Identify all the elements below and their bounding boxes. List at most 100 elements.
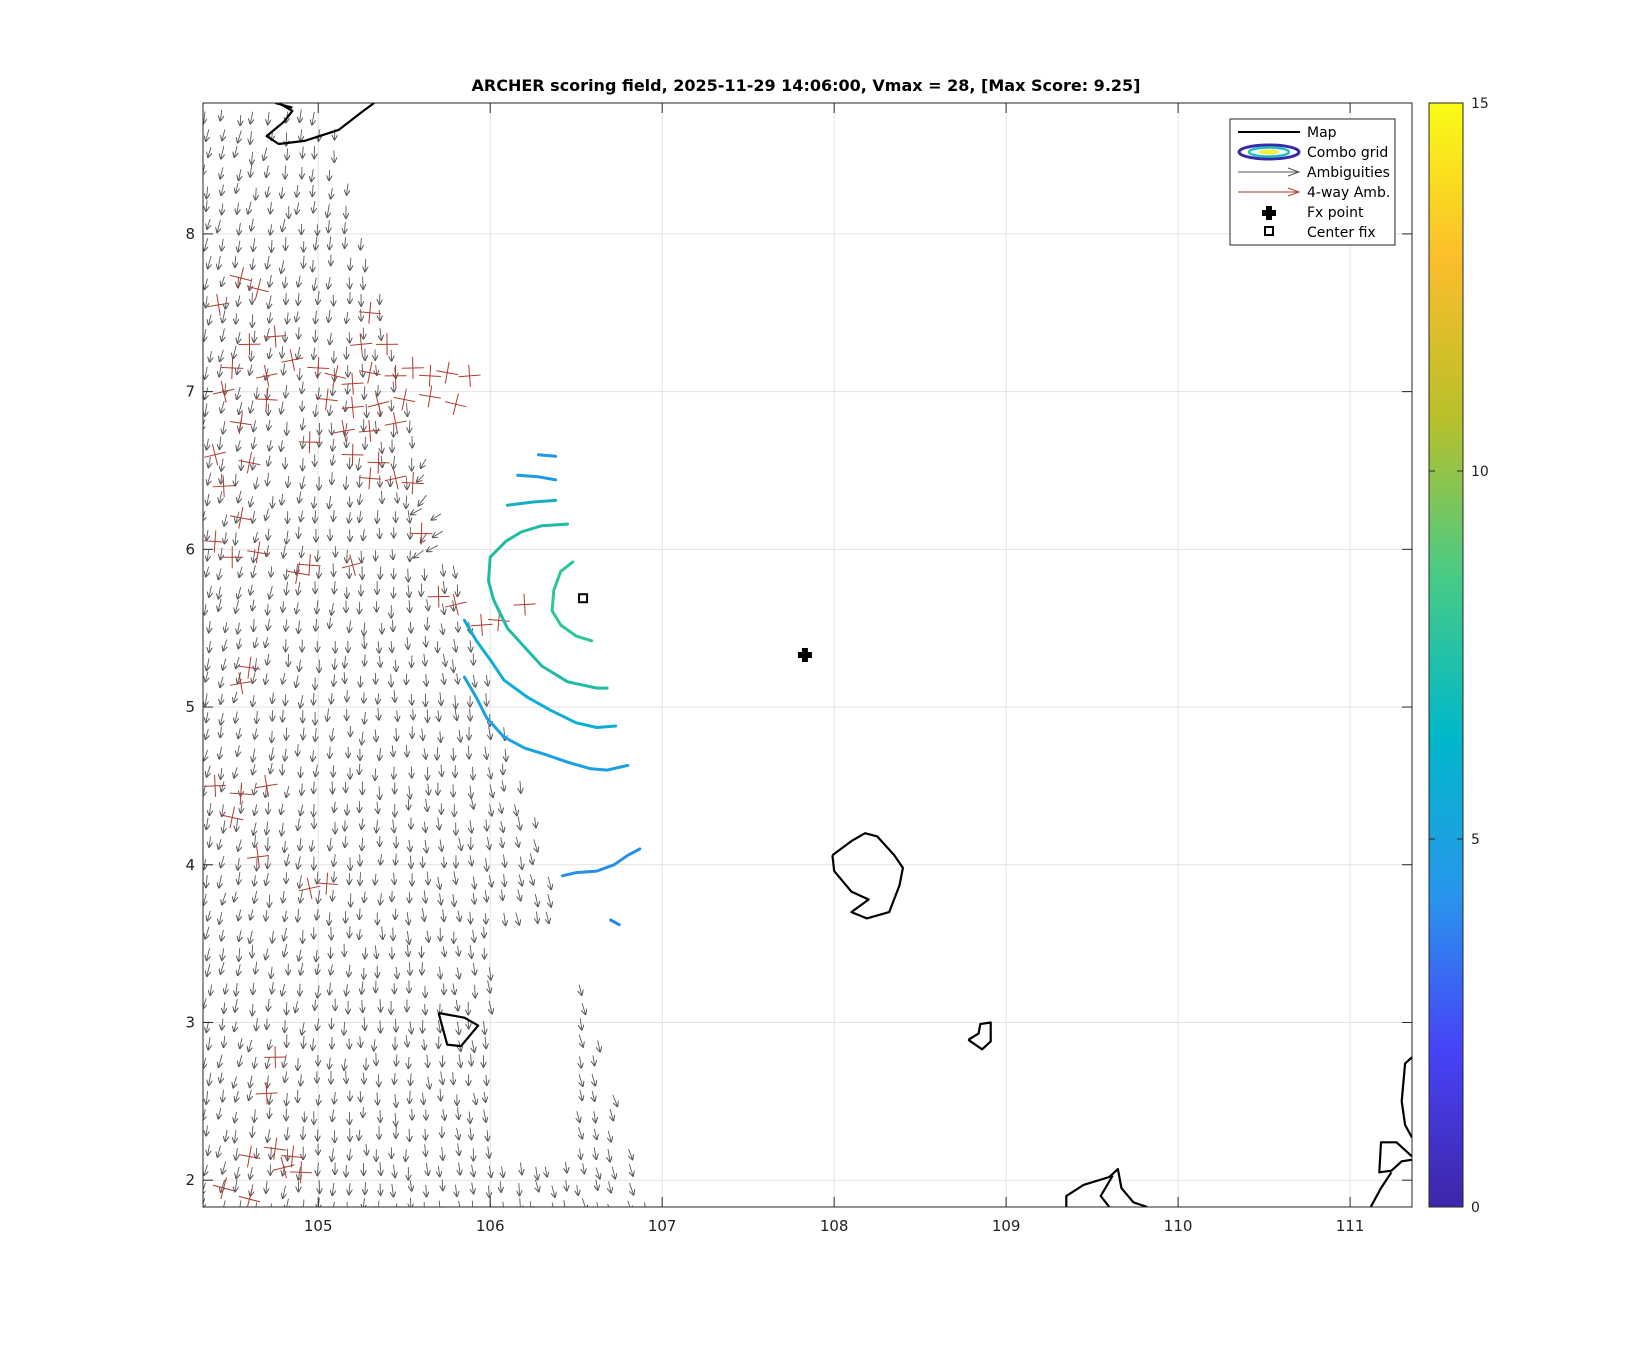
ambiguity-arrow [424,1039,425,1049]
ambiguity-arrow [315,329,316,342]
ambiguity-arrow [317,550,318,561]
four-way-cross-v [289,349,296,371]
ambiguity-arrow [299,949,301,961]
ambiguity-arrow [302,1022,304,1034]
ambiguity-arrow [207,910,210,921]
ambiguity-arrow [334,581,335,593]
ambiguity-arrow [374,1039,375,1050]
ambiguity-arrow [346,1201,348,1207]
ambiguity-arrow [254,782,257,795]
ambiguity-arrow [268,998,269,1011]
x-tick-label: 111 [1336,1217,1365,1235]
ambiguity-arrow [238,490,241,503]
ambiguity-arrow [272,730,273,742]
ambiguity-arrow [217,219,220,233]
ambiguity-arrow [206,438,208,450]
ambiguity-arrow [391,641,392,652]
ambiguity-arrow [314,496,316,507]
ambiguity-arrow [218,255,220,269]
four-way-cross-v [325,388,329,411]
ambiguity-arrow [421,458,427,468]
ambiguity-arrow [236,182,238,193]
ambiguity-arrow [473,893,474,903]
ambiguity-arrow [563,1200,566,1207]
ambiguity-arrow [269,347,271,359]
ambiguity-arrow [485,890,487,901]
ambiguity-arrow [364,635,365,648]
ambiguity-arrow [424,568,425,580]
ambiguity-arrow [364,622,365,636]
ambiguity-arrow [283,1185,286,1198]
ambiguity-arrow [235,1179,237,1192]
ambiguity-arrow [270,1203,272,1207]
ambiguity-arrow [431,513,442,520]
ambiguity-arrow [359,763,360,774]
ambiguity-arrow [424,748,426,758]
ambiguity-arrow [219,911,222,924]
ambiguity-arrow [379,527,380,538]
ambiguity-arrow [375,768,376,780]
ambiguity-arrow [203,893,206,905]
ambiguity-arrow [220,109,221,121]
ambiguity-arrow [205,671,207,682]
ambiguity-arrow [393,1164,395,1177]
ambiguity-arrow [235,600,238,612]
ambiguity-arrow [218,586,220,599]
ambiguity-arrow [397,492,398,502]
ambiguity-arrow [300,804,302,815]
ambiguity-arrow [439,1200,440,1207]
four-way-cross-v [308,554,311,577]
ambiguity-arrow [457,1021,459,1034]
ambiguity-arrow [453,983,455,994]
ambiguity-arrow [487,1130,488,1140]
ambiguity-vectors [203,109,646,1207]
ambiguity-arrow [220,167,223,178]
ambiguity-arrow [330,746,331,758]
ambiguity-arrow [392,549,393,559]
ambiguity-arrow [285,639,286,651]
ambiguity-arrow [205,926,209,939]
ambiguity-arrow [208,146,211,157]
ambiguity-arrow [237,550,239,561]
ambiguity-arrow [316,909,318,919]
ambiguity-arrow [485,746,487,759]
ambiguity-arrow [238,276,239,287]
ambiguity-arrow [410,1180,411,1191]
ambiguity-arrow [344,222,345,233]
ambiguity-arrow [583,1163,585,1173]
ambiguity-arrow [281,401,283,414]
ambiguity-arrow [254,804,256,815]
ambiguity-arrow [225,383,226,394]
ambiguity-arrow [422,728,423,740]
ambiguity-arrow [486,858,487,871]
four-way-cross-v [367,361,373,384]
ambiguity-arrow [475,984,476,998]
score-contour [560,847,642,878]
ambiguity-arrow [345,237,346,248]
ambiguity-arrow [612,1166,615,1179]
ambiguity-arrow [251,350,252,361]
ambiguity-arrow [489,1000,492,1014]
ambiguity-arrow [441,764,442,776]
ambiguity-arrow [282,709,283,722]
ambiguity-arrow [298,275,300,287]
ambiguity-arrow [285,384,286,397]
ambiguity-arrow [238,130,242,142]
ambiguity-arrow [500,1181,501,1192]
ambiguity-arrow [319,566,320,578]
ambiguity-arrow [269,894,270,907]
ambiguity-arrow [349,1183,350,1194]
four-way-cross-v [295,562,300,584]
ambiguity-arrow [456,999,458,1010]
ambiguity-arrow [252,151,253,164]
ambiguity-arrow [296,675,298,687]
ambiguity-arrow [217,1145,220,1157]
ambiguity-arrow [285,1020,286,1032]
ambiguity-arrow [440,1088,441,1101]
ambiguity-arrow [210,984,211,995]
ambiguity-arrow [330,332,332,345]
ambiguity-arrow [237,386,240,399]
ambiguity-arrow [221,1179,225,1192]
ambiguity-arrow [470,785,471,798]
ambiguity-arrow [268,455,270,466]
